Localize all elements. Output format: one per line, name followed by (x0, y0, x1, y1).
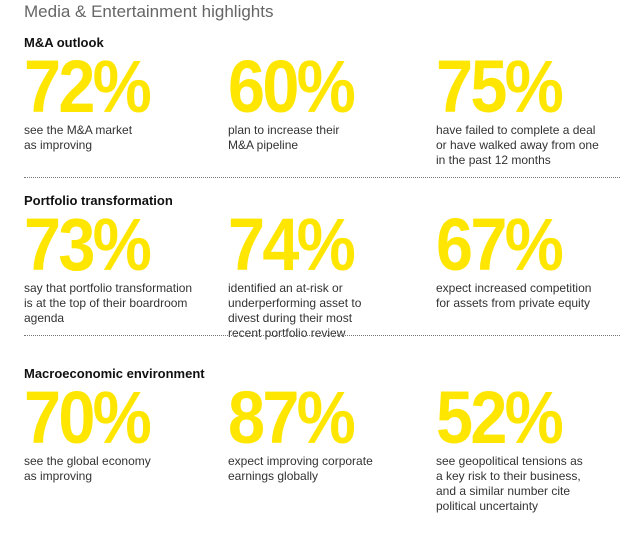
description-line: and a similar number cite (436, 484, 571, 498)
stat-description: expect improving corporate earnings globa… (228, 454, 428, 484)
stat: 67% expect increased competition for asset… (436, 203, 635, 311)
description-line: see the M&A market (24, 123, 133, 137)
stat-description: plan to increase their M&A pipeline (228, 123, 428, 153)
description-line: a key risk to their business, (436, 469, 581, 483)
stat: 73% say that portfolio transformation is a… (24, 203, 224, 326)
section-heading: Portfolio transformation (24, 193, 173, 208)
stat-value: 60% (228, 45, 356, 128)
stat-description: expect increased competition for assets f… (436, 281, 635, 311)
stat: 52% see geopolitical tensions as a key ris… (436, 376, 635, 514)
description-line: as improving (24, 469, 93, 483)
description-line: have failed to complete a deal (436, 123, 596, 137)
description-line: or have walked away from one (436, 138, 599, 152)
stat: 60% plan to increase their M&A pipeline (228, 45, 428, 153)
description-line: M&A pipeline (228, 138, 299, 152)
stat-value: 73% (24, 203, 152, 286)
section-heading: Macroeconomic environment (24, 366, 205, 381)
description-line: see the global economy (24, 454, 151, 468)
stat-value: 87% (228, 376, 356, 459)
description-line: earnings globally (228, 469, 319, 483)
stat-description: identified an at-risk or underperforming … (228, 281, 428, 341)
section-heading: M&A outlook (24, 35, 104, 50)
stat-value: 52% (436, 376, 564, 459)
stat-value: 75% (436, 45, 564, 128)
description-line: political uncertainty (436, 499, 539, 513)
stat: 72% see the M&A market as improving (24, 45, 224, 153)
description-line: expect increased competition (436, 281, 592, 295)
description-line: recent portfolio review (228, 326, 346, 340)
description-line: as improving (24, 138, 93, 152)
stat-description: see the global economy as improving (24, 454, 224, 484)
description-line: expect improving corporate (228, 454, 373, 468)
stat-value: 67% (436, 203, 564, 286)
separator (24, 335, 620, 336)
description-line: in the past 12 months (436, 153, 551, 167)
page-title: Media & Entertainment highlights (24, 2, 274, 21)
stat: 70% see the global economy as improving (24, 376, 224, 484)
stat: 74% identified an at-risk or underperformi… (228, 203, 428, 341)
stat-value: 74% (228, 203, 356, 286)
stat-description: see the M&A market as improving (24, 123, 224, 153)
stat: 75% have failed to complete a deal or have… (436, 45, 635, 168)
stat-value: 70% (24, 376, 152, 459)
description-line: plan to increase their (228, 123, 340, 137)
separator (24, 177, 620, 178)
description-line: for assets from private equity (436, 296, 591, 310)
description-line: agenda (24, 311, 65, 325)
description-line: divest during their most (228, 311, 353, 325)
stat-value: 72% (24, 45, 152, 128)
stat-description: say that portfolio transformation is at t… (24, 281, 224, 326)
description-line: say that portfolio transformation (24, 281, 193, 295)
description-line: underperforming asset to (228, 296, 362, 310)
stat-description: see geopolitical tensions as a key risk t… (436, 454, 635, 514)
stat: 87% expect improving corporate earnings gl… (228, 376, 428, 484)
description-line: see geopolitical tensions as (436, 454, 583, 468)
stat-description: have failed to complete a deal or have wa… (436, 123, 635, 168)
description-line: is at the top of their boardroom (24, 296, 188, 310)
description-line: identified an at-risk or (228, 281, 343, 295)
